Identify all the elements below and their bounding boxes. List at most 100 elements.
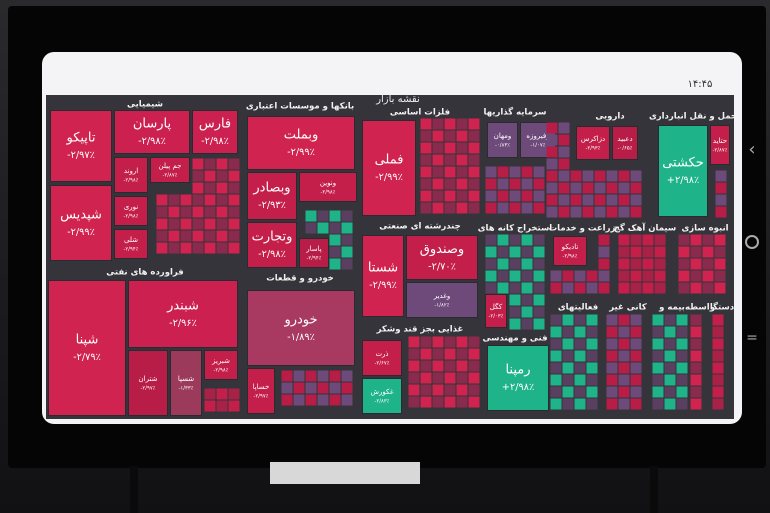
- stock-tile[interactable]: [606, 398, 618, 410]
- stock-tile[interactable]: [329, 394, 341, 406]
- stock-tile[interactable]: [485, 270, 497, 282]
- stock-tile[interactable]: [408, 336, 420, 348]
- stock-tile[interactable]: [485, 282, 497, 294]
- stock-tile[interactable]: [456, 396, 468, 408]
- stock-tile[interactable]: [715, 182, 727, 194]
- stock-tile[interactable]: [444, 166, 456, 178]
- stock-tile[interactable]: [180, 242, 192, 254]
- stock-tile[interactable]: [586, 326, 598, 338]
- stock-tile[interactable]: [228, 230, 240, 242]
- stock-tile[interactable]: [204, 400, 216, 412]
- stock-tile[interactable]: [204, 182, 216, 194]
- stock-tile[interactable]: [497, 270, 509, 282]
- stock-tile[interactable]: [521, 178, 533, 190]
- stock-tile[interactable]: [562, 314, 574, 326]
- stock-tile[interactable]: [305, 382, 317, 394]
- stock-tile[interactable]: [521, 270, 533, 282]
- stock-tile[interactable]: [444, 130, 456, 142]
- stock-tile[interactable]: [509, 306, 521, 318]
- stock-tile[interactable]: [586, 386, 598, 398]
- stock-tile[interactable]: [420, 118, 432, 130]
- stock-tile[interactable]: [521, 294, 533, 306]
- stock-tile[interactable]: [204, 242, 216, 254]
- stock-tile[interactable]: [664, 326, 676, 338]
- stock-tile[interactable]: [329, 382, 341, 394]
- stock-tile[interactable]: [630, 398, 642, 410]
- stock-tile[interactable]: [509, 178, 521, 190]
- stock-tile[interactable]: [712, 386, 724, 398]
- stock-tile[interactable]: [618, 282, 630, 294]
- stock-tile[interactable]: [329, 234, 341, 246]
- stock-tile[interactable]: [714, 234, 726, 246]
- stock-tile[interactable]: [558, 146, 570, 158]
- stock-tile[interactable]: [204, 218, 216, 230]
- stock-tile[interactable]: [317, 370, 329, 382]
- stock-tile[interactable]: [618, 258, 630, 270]
- stock-tile[interactable]: [487, 345, 549, 411]
- stock-tile[interactable]: [192, 170, 204, 182]
- stock-tile[interactable]: [533, 282, 545, 294]
- stock-tile[interactable]: [550, 350, 562, 362]
- stock-tile[interactable]: [630, 182, 642, 194]
- stock-tile[interactable]: [546, 146, 558, 158]
- stock-tile[interactable]: [192, 242, 204, 254]
- stock-tile[interactable]: [228, 194, 240, 206]
- stock-tile[interactable]: [329, 222, 341, 234]
- stock-tile[interactable]: [521, 306, 533, 318]
- stock-tile[interactable]: [550, 398, 562, 410]
- stock-tile[interactable]: [521, 202, 533, 214]
- stock-tile[interactable]: [618, 246, 630, 258]
- stock-tile[interactable]: [676, 386, 688, 398]
- stock-tile[interactable]: [420, 130, 432, 142]
- stock-tile[interactable]: [664, 350, 676, 362]
- stock-tile[interactable]: [509, 258, 521, 270]
- stock-tile[interactable]: [586, 374, 598, 386]
- stock-tile[interactable]: [594, 182, 606, 194]
- stock-tile[interactable]: [676, 362, 688, 374]
- stock-tile[interactable]: [690, 246, 702, 258]
- stock-tile[interactable]: [642, 234, 654, 246]
- stock-tile[interactable]: [712, 326, 724, 338]
- stock-tile[interactable]: [606, 314, 618, 326]
- stock-tile[interactable]: [170, 350, 202, 416]
- stock-tile[interactable]: [550, 314, 562, 326]
- stock-tile[interactable]: [574, 374, 586, 386]
- stock-tile[interactable]: [497, 282, 509, 294]
- stock-tile[interactable]: [180, 206, 192, 218]
- stock-tile[interactable]: [114, 196, 148, 226]
- stock-tile[interactable]: [702, 234, 714, 246]
- stock-tile[interactable]: [533, 234, 545, 246]
- stock-tile[interactable]: [606, 386, 618, 398]
- stock-tile[interactable]: [714, 246, 726, 258]
- stock-tile[interactable]: [654, 282, 666, 294]
- stock-tile[interactable]: [468, 384, 480, 396]
- stock-tile[interactable]: [216, 206, 228, 218]
- stock-tile[interactable]: [594, 170, 606, 182]
- stock-tile[interactable]: [497, 246, 509, 258]
- stock-tile[interactable]: [664, 374, 676, 386]
- stock-tile[interactable]: [444, 190, 456, 202]
- stock-tile[interactable]: [468, 118, 480, 130]
- stock-tile[interactable]: [714, 282, 726, 294]
- stock-tile[interactable]: [216, 400, 228, 412]
- stock-tile[interactable]: [456, 384, 468, 396]
- stock-tile[interactable]: [690, 374, 702, 386]
- stock-tile[interactable]: [690, 234, 702, 246]
- stock-tile[interactable]: [420, 190, 432, 202]
- stock-tile[interactable]: [408, 396, 420, 408]
- stock-tile[interactable]: [420, 384, 432, 396]
- stock-tile[interactable]: [204, 350, 238, 380]
- stock-tile[interactable]: [533, 202, 545, 214]
- stock-tile[interactable]: [420, 142, 432, 154]
- stock-tile[interactable]: [444, 396, 456, 408]
- stock-tile[interactable]: [341, 394, 353, 406]
- stock-tile[interactable]: [558, 182, 570, 194]
- stock-tile[interactable]: [630, 350, 642, 362]
- stock-tile[interactable]: [558, 194, 570, 206]
- stock-tile[interactable]: [630, 338, 642, 350]
- stock-tile[interactable]: [362, 235, 404, 317]
- stock-tile[interactable]: [582, 194, 594, 206]
- stock-tile[interactable]: [570, 206, 582, 218]
- stock-tile[interactable]: [690, 338, 702, 350]
- stock-tile[interactable]: [658, 125, 708, 217]
